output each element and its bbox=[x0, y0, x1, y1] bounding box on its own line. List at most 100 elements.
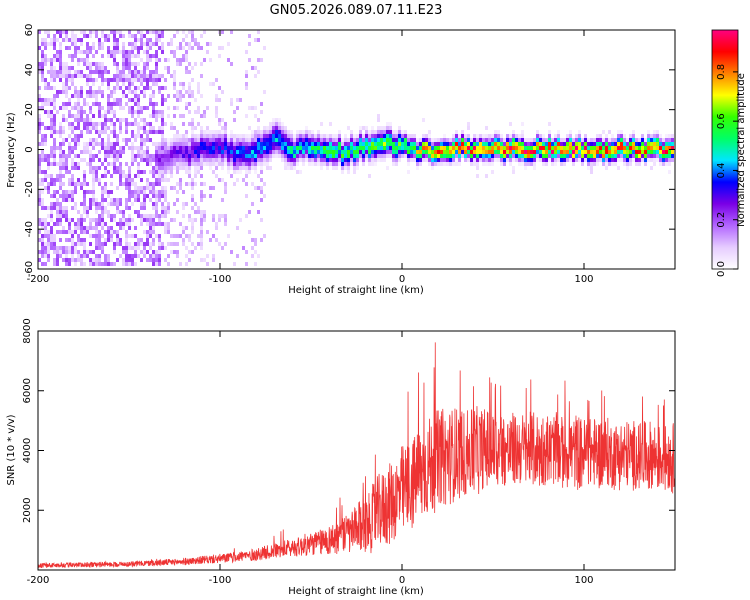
spectrogram-cell bbox=[74, 222, 77, 226]
spectrogram-cell bbox=[194, 218, 197, 222]
spectrogram-cell bbox=[200, 34, 203, 38]
spectrogram-cell bbox=[212, 154, 215, 158]
spectrogram-cell bbox=[284, 126, 287, 130]
spectrogram-cell bbox=[149, 86, 152, 90]
spectrogram-cell bbox=[161, 206, 164, 210]
spectrogram-cell bbox=[173, 34, 176, 38]
spectrogram-cell bbox=[410, 138, 413, 142]
spectrogram-cell bbox=[359, 130, 362, 134]
spectrogram-cell bbox=[212, 150, 215, 154]
spectrogram-cell bbox=[203, 258, 206, 262]
spectrogram-cell bbox=[155, 114, 158, 118]
spectrogram-cell bbox=[50, 206, 53, 210]
spectrogram-cell bbox=[662, 150, 665, 154]
spectrogram-cell bbox=[149, 222, 152, 226]
spectrogram-cell bbox=[197, 150, 200, 154]
spectrogram-cell bbox=[602, 162, 605, 166]
spectrogram-cell bbox=[116, 202, 119, 206]
spectrogram-cell bbox=[176, 242, 179, 246]
spectrogram-cell bbox=[44, 82, 47, 86]
spectrogram-cell bbox=[212, 214, 215, 218]
spectrogram-cell bbox=[650, 154, 653, 158]
spectrogram-cell bbox=[224, 214, 227, 218]
spectrogram-cell bbox=[83, 210, 86, 214]
spectrogram-cell bbox=[116, 258, 119, 262]
spectrogram-cell bbox=[146, 86, 149, 90]
spectrogram-cell bbox=[146, 106, 149, 110]
spectrogram-cell bbox=[62, 142, 65, 146]
spectrogram-cell bbox=[569, 138, 572, 142]
spectrogram-cell bbox=[602, 150, 605, 154]
spectrogram-cell bbox=[68, 98, 71, 102]
spectrogram-cell bbox=[200, 194, 203, 198]
spectrogram-cell bbox=[512, 138, 515, 142]
spectrogram-cell bbox=[224, 158, 227, 162]
spectrogram-cell bbox=[38, 66, 41, 70]
spectrogram-cell bbox=[71, 242, 74, 246]
spectrogram-cell bbox=[656, 130, 659, 134]
spectrogram-cell bbox=[275, 118, 278, 122]
spectrogram-cell bbox=[74, 142, 77, 146]
spectrogram-cell bbox=[569, 146, 572, 150]
spectrogram-cell bbox=[452, 142, 455, 146]
spectrogram-cell bbox=[590, 142, 593, 146]
spectrogram-cell bbox=[83, 98, 86, 102]
spectrogram-cell bbox=[101, 198, 104, 202]
spectrogram-cell bbox=[146, 58, 149, 62]
spectrogram-cell bbox=[191, 134, 194, 138]
spectrogram-cell bbox=[65, 94, 68, 98]
spectrogram-cell bbox=[557, 150, 560, 154]
spectrogram-cell bbox=[44, 38, 47, 42]
x-tick-label: -200 bbox=[27, 274, 50, 285]
spectrogram-cell bbox=[593, 158, 596, 162]
spectrogram-cell bbox=[560, 158, 563, 162]
spectrogram-cell bbox=[191, 218, 194, 222]
spectrogram-cell bbox=[194, 158, 197, 162]
spectrogram-cell bbox=[221, 246, 224, 250]
spectrogram-cell bbox=[191, 242, 194, 246]
spectrogram-cell bbox=[101, 146, 104, 150]
spectrogram-cell bbox=[140, 238, 143, 242]
spectrogram-cell bbox=[608, 150, 611, 154]
spectrogram-cell bbox=[287, 162, 290, 166]
spectrogram-cell bbox=[176, 158, 179, 162]
spectrogram-cell bbox=[461, 130, 464, 134]
spectrogram-cell bbox=[98, 178, 101, 182]
spectrogram-cell bbox=[215, 162, 218, 166]
spectrogram-cell bbox=[176, 154, 179, 158]
spectrogram-cell bbox=[587, 138, 590, 142]
spectrogram-cell bbox=[356, 158, 359, 162]
spectrogram-cell bbox=[377, 114, 380, 118]
spectrogram-cell bbox=[200, 198, 203, 202]
spectrogram-cell bbox=[125, 142, 128, 146]
spectrogram-cell bbox=[614, 154, 617, 158]
spectrogram-cell bbox=[470, 150, 473, 154]
spectrogram-cell bbox=[275, 130, 278, 134]
spectrogram-cell bbox=[239, 154, 242, 158]
spectrogram-cell bbox=[671, 154, 674, 158]
spectrogram-cell bbox=[158, 246, 161, 250]
spectrogram-cell bbox=[428, 134, 431, 138]
spectrogram-cell bbox=[215, 158, 218, 162]
spectrogram-cell bbox=[137, 38, 140, 42]
spectrogram-cell bbox=[68, 190, 71, 194]
spectrogram-cell bbox=[116, 50, 119, 54]
spectrogram-cell bbox=[134, 234, 137, 238]
spectrogram-cell bbox=[383, 158, 386, 162]
spectrogram-cell bbox=[212, 134, 215, 138]
spectrogram-cell bbox=[146, 78, 149, 82]
spectrogram-cell bbox=[422, 158, 425, 162]
spectrogram-cell bbox=[245, 70, 248, 74]
spectrogram-cell bbox=[500, 146, 503, 150]
spectrogram-cell bbox=[125, 178, 128, 182]
spectrogram-cell bbox=[170, 146, 173, 150]
spectrogram-cell bbox=[200, 190, 203, 194]
spectrogram-cell bbox=[497, 150, 500, 154]
spectrogram-cell bbox=[254, 74, 257, 78]
spectrogram-cell bbox=[590, 138, 593, 142]
spectrogram-cell bbox=[47, 222, 50, 226]
spectrogram-cell bbox=[422, 150, 425, 154]
spectrogram-cell bbox=[335, 162, 338, 166]
spectrogram-cell bbox=[62, 82, 65, 86]
spectrogram-cell bbox=[443, 142, 446, 146]
